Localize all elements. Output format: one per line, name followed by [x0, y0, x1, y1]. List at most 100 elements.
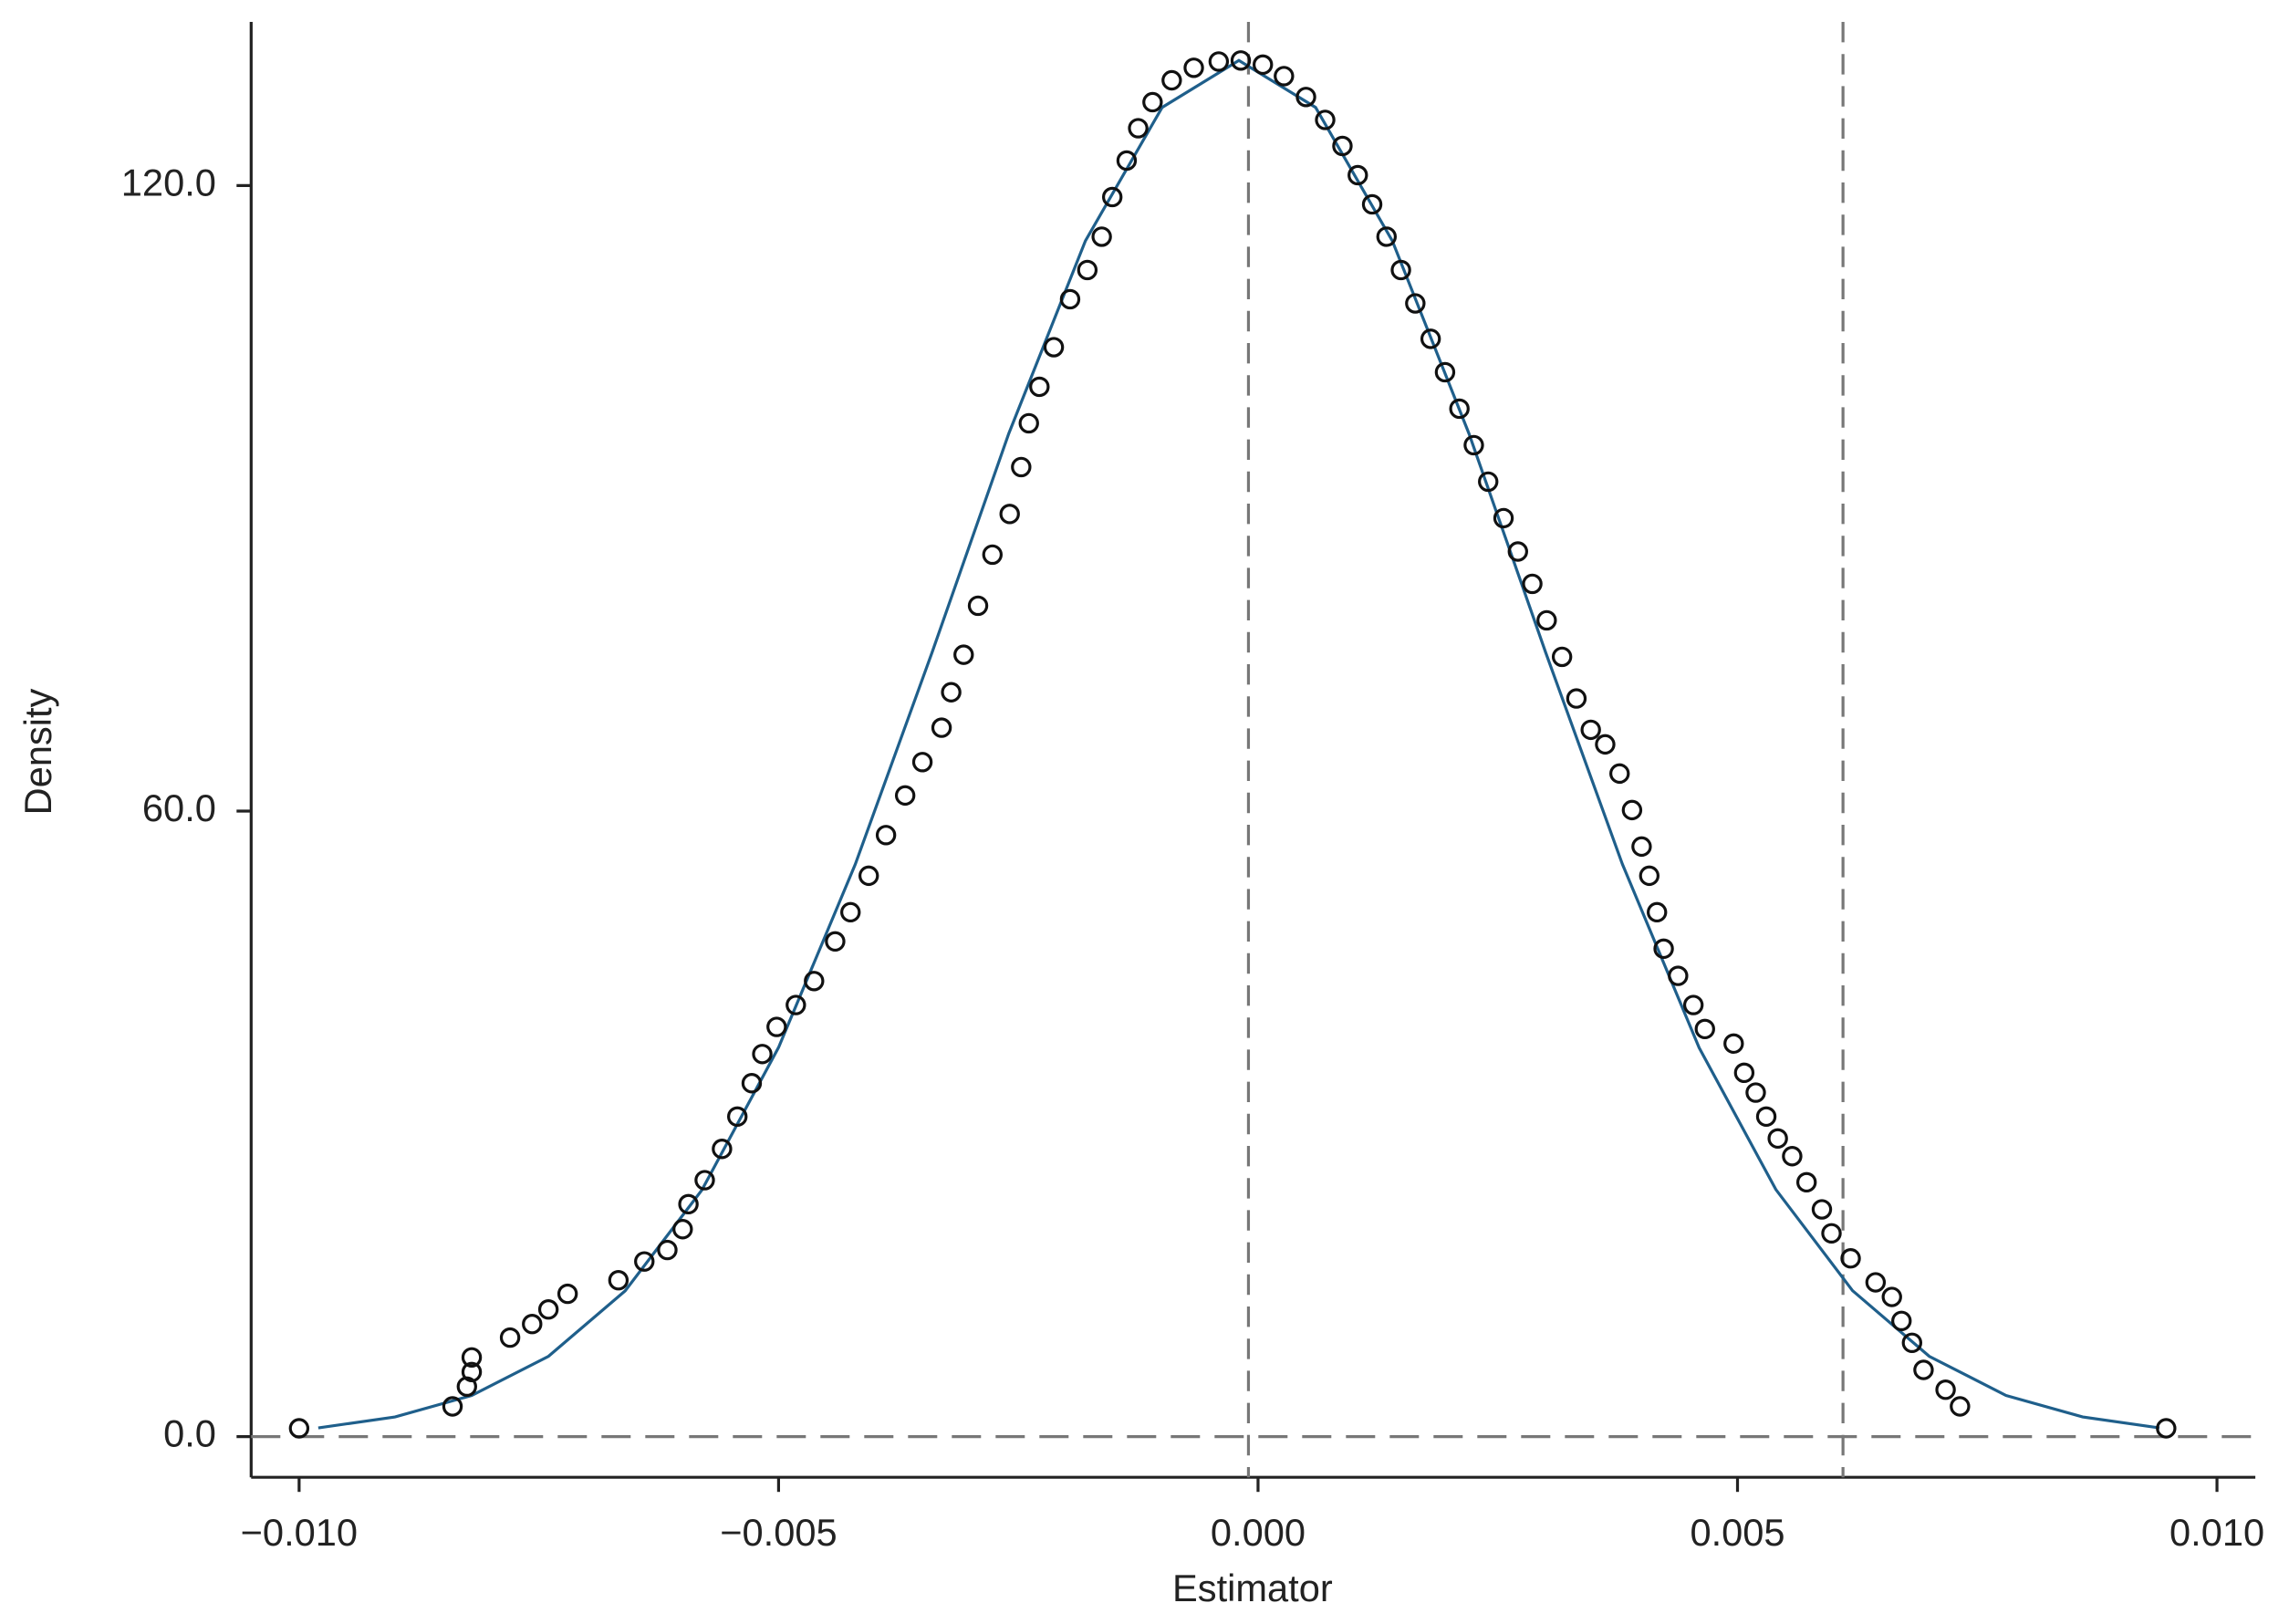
- point: [1647, 901, 1668, 923]
- point: [1901, 1332, 1923, 1353]
- point: [1881, 1286, 1902, 1307]
- point: [442, 1396, 463, 1417]
- point: [1536, 609, 1557, 631]
- x-tick-label: −0.010: [241, 1511, 358, 1554]
- point: [894, 785, 916, 807]
- point: [1183, 57, 1204, 78]
- point: [1621, 799, 1643, 821]
- point: [1142, 91, 1163, 113]
- x-tick-label: 0.010: [2169, 1511, 2264, 1554]
- point: [1161, 69, 1182, 91]
- point: [1347, 164, 1368, 186]
- point: [1782, 1146, 1803, 1167]
- point: [1891, 1310, 1912, 1331]
- point: [1091, 226, 1112, 247]
- point: [1493, 507, 1514, 529]
- point: [941, 682, 962, 703]
- point: [461, 1361, 483, 1382]
- point: [1668, 965, 1689, 986]
- point: [1694, 1018, 1715, 1040]
- point: [1935, 1379, 1956, 1400]
- point: [1767, 1128, 1788, 1150]
- point: [1018, 412, 1039, 434]
- point: [1913, 1359, 1934, 1380]
- point: [1390, 259, 1411, 281]
- point: [1361, 193, 1383, 215]
- point: [1230, 50, 1252, 71]
- point: [1405, 293, 1426, 314]
- point: [1566, 688, 1587, 709]
- point: [953, 644, 974, 665]
- point: [727, 1106, 748, 1128]
- point: [461, 1347, 483, 1368]
- y-axis-label: Density: [16, 688, 59, 815]
- point: [499, 1327, 521, 1348]
- point: [1128, 118, 1149, 139]
- point: [557, 1283, 578, 1305]
- point: [1522, 573, 1543, 595]
- point: [678, 1193, 699, 1215]
- point: [1653, 938, 1674, 960]
- fit-line: [317, 58, 2160, 1430]
- point: [982, 544, 1004, 566]
- point: [786, 994, 806, 1015]
- point: [1478, 471, 1499, 493]
- point: [1253, 54, 1274, 76]
- point: [911, 752, 933, 773]
- point: [1631, 836, 1652, 858]
- point: [608, 1270, 629, 1291]
- point: [875, 825, 897, 846]
- point: [1449, 398, 1470, 420]
- point: [1795, 1171, 1817, 1193]
- point: [840, 901, 861, 923]
- point: [858, 865, 879, 887]
- point: [741, 1073, 763, 1094]
- point: [537, 1299, 559, 1320]
- point: [1595, 734, 1616, 755]
- y-tick-label: 120.0: [121, 161, 216, 203]
- point: [1101, 186, 1123, 208]
- x-axis-label: Estimator: [1172, 1567, 1333, 1609]
- point: [712, 1139, 733, 1160]
- point: [1043, 337, 1065, 358]
- point: [1755, 1106, 1777, 1128]
- point: [1682, 994, 1704, 1015]
- point: [1840, 1248, 1861, 1269]
- point: [825, 931, 846, 953]
- point: [1011, 456, 1032, 478]
- point: [1463, 434, 1484, 456]
- point: [1315, 109, 1336, 130]
- point: [1434, 361, 1456, 383]
- point: [1580, 719, 1601, 741]
- point: [1420, 328, 1441, 349]
- point: [1077, 259, 1098, 281]
- point: [999, 504, 1020, 525]
- point: [288, 1418, 310, 1439]
- point: [1551, 646, 1573, 668]
- point: [657, 1239, 678, 1261]
- point: [1609, 763, 1630, 785]
- point: [931, 717, 952, 738]
- point: [522, 1314, 543, 1335]
- point: [1295, 87, 1316, 108]
- point: [1332, 135, 1353, 157]
- point: [766, 1016, 787, 1037]
- point: [694, 1170, 715, 1191]
- point: [752, 1044, 773, 1065]
- point: [1059, 288, 1081, 310]
- point: [1811, 1199, 1833, 1220]
- x-tick-label: −0.005: [720, 1511, 837, 1554]
- point: [967, 595, 989, 617]
- point: [1745, 1082, 1766, 1103]
- point: [1274, 66, 1295, 87]
- point: [634, 1251, 655, 1272]
- point: [1723, 1033, 1744, 1055]
- point: [1865, 1272, 1887, 1293]
- x-tick-label: 0.005: [1690, 1511, 1784, 1554]
- y-tick-label: 60.0: [142, 786, 216, 829]
- point: [1376, 226, 1398, 247]
- point: [804, 971, 825, 992]
- y-tick-label: 0.0: [163, 1412, 216, 1455]
- point: [1208, 51, 1230, 72]
